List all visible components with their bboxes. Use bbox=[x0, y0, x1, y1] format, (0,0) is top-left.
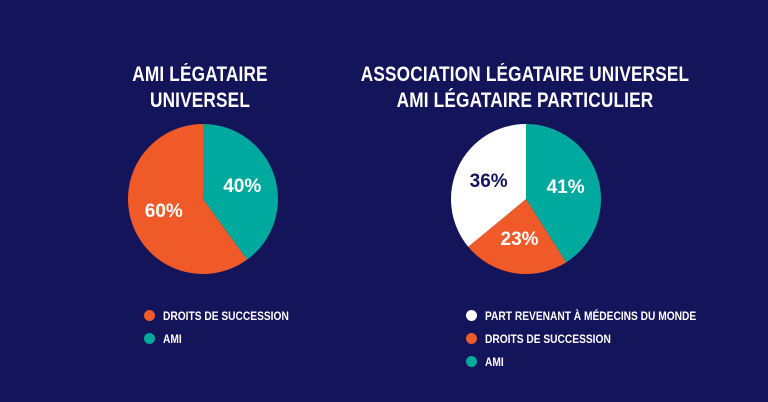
pie-label-right-ami: 41% bbox=[547, 177, 585, 198]
chart-title-left-line-1: AMI LÉGATAIRE bbox=[132, 63, 268, 86]
pie-chart-right: 41% 23% 36% bbox=[451, 124, 601, 274]
chart-title-right: ASSOCIATION LÉGATAIRE UNIVERSEL AMI LÉGA… bbox=[332, 62, 717, 114]
legend-item-left-droits-de-succession: DROITS DE SUCCESSION bbox=[144, 304, 311, 327]
legend-label: AMI bbox=[485, 354, 504, 369]
legend-swatch bbox=[466, 333, 477, 344]
legend-item-right-part-revenant-a-medecins-du-monde: PART REVENANT À MÉDECINS DU MONDE bbox=[466, 304, 733, 327]
chart-title-right-line-1: ASSOCIATION LÉGATAIRE UNIVERSEL bbox=[360, 63, 690, 86]
chart-title-right-line-2: AMI LÉGATAIRE PARTICULIER bbox=[396, 89, 654, 112]
chart-title-left-line-2: UNIVERSEL bbox=[149, 89, 251, 112]
legend-label: AMI bbox=[163, 331, 182, 346]
pie-label-left-droits-de-succession: 60% bbox=[145, 201, 183, 222]
pie-slice-left-ami bbox=[203, 124, 278, 260]
pie-label-right-part-revenant-a-medecins-du-monde: 36% bbox=[470, 171, 508, 192]
legend-swatch bbox=[144, 333, 155, 344]
legend-swatch bbox=[466, 310, 477, 321]
legend-item-right-ami: AMI bbox=[466, 350, 733, 373]
pie-slice-right-part-revenant-a-medecins-du-monde bbox=[451, 124, 526, 247]
legend-item-right-droits-de-succession: DROITS DE SUCCESSION bbox=[466, 327, 733, 350]
pie-slice-right-ami bbox=[526, 124, 601, 263]
legend-label: DROITS DE SUCCESSION bbox=[163, 308, 289, 323]
legend-item-left-ami: AMI bbox=[144, 327, 311, 350]
chart-title-left: AMI LÉGATAIRE UNIVERSEL bbox=[118, 62, 282, 114]
legend-right: PART REVENANT À MÉDECINS DU MONDE DROITS … bbox=[466, 304, 733, 373]
pie-slice-right-droits-de-succession bbox=[468, 199, 567, 274]
pie-label-left-ami: 40% bbox=[223, 176, 261, 197]
legend-label: PART REVENANT À MÉDECINS DU MONDE bbox=[485, 308, 697, 323]
legend-swatch bbox=[466, 356, 477, 367]
legend-swatch bbox=[144, 310, 155, 321]
pie-chart-left: 40% 60% bbox=[127, 124, 278, 274]
legend-left: DROITS DE SUCCESSION AMI bbox=[144, 304, 311, 350]
pie-slice-left-droits-de-succession bbox=[127, 124, 248, 274]
pie-label-right-droits-de-succession: 23% bbox=[501, 229, 539, 250]
legend-label: DROITS DE SUCCESSION bbox=[485, 331, 611, 346]
